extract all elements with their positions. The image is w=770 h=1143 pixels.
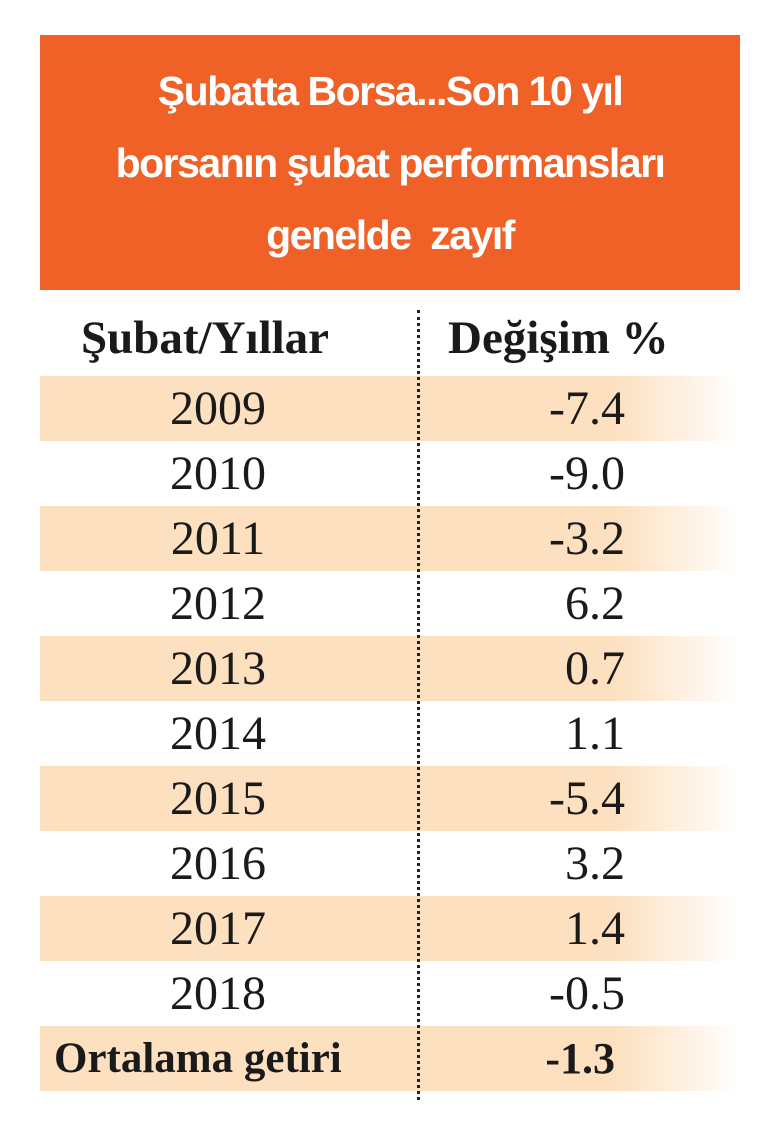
table: Şubat/Yıllar Değişim % 2009 -7.4 2010 -9.0 201… [40,300,740,1091]
cell: 2015 [170,772,266,825]
cell: 2010 [170,447,266,500]
cell: -5.4 [549,772,625,825]
title-box: Şubatta Borsa...Son 10 yıl borsanın şubat… [40,35,740,290]
cell: 6.2 [565,577,625,630]
cell: Ortalama getiri [54,1035,342,1082]
cell: 2014 [170,707,266,760]
data-row: 2013 0.7 [40,636,740,701]
cell: 1.1 [565,707,625,760]
footer-row: Ortalama getiri -1.3 [40,1026,740,1091]
cell: 2012 [170,577,266,630]
data-row: 2010 -9.0 [40,441,740,506]
cell: 2011 [170,512,266,565]
data-row: 2012 6.2 [40,571,740,636]
column-divider [417,310,420,1100]
cell: -7.4 [549,382,625,435]
data-row: 2016 3.2 [40,831,740,896]
title-line: genelde zayıf [266,211,515,258]
data-row: 2015 -5.4 [40,766,740,831]
cell: 2009 [170,382,266,435]
cell: 2017 [170,902,266,955]
cell: -0.5 [549,967,625,1020]
header-row: Şubat/Yıllar Değişim % [40,300,740,376]
data-row: 2018 -0.5 [40,961,740,1026]
cell: Şubat/Yıllar [80,312,330,364]
data-row: 2014 1.1 [40,701,740,766]
title-line: Şubatta Borsa...Son 10 yıl [157,67,624,114]
data-row: 2011 -3.2 [40,506,740,571]
cell: Değişim % [448,312,669,364]
cell: 2013 [170,642,266,695]
cell: 2016 [170,837,266,890]
cell: -1.3 [545,1034,615,1083]
cell: -9.0 [549,447,625,500]
title-line: borsanın şubat performansları [115,139,666,186]
cell: 0.7 [565,642,625,695]
cell: 2018 [170,967,266,1020]
cell: 3.2 [565,837,625,890]
cell: 1.4 [565,902,625,955]
cell: -3.2 [549,512,625,565]
data-row: 2017 1.4 [40,896,740,961]
data-row: 2009 -7.4 [40,376,740,441]
